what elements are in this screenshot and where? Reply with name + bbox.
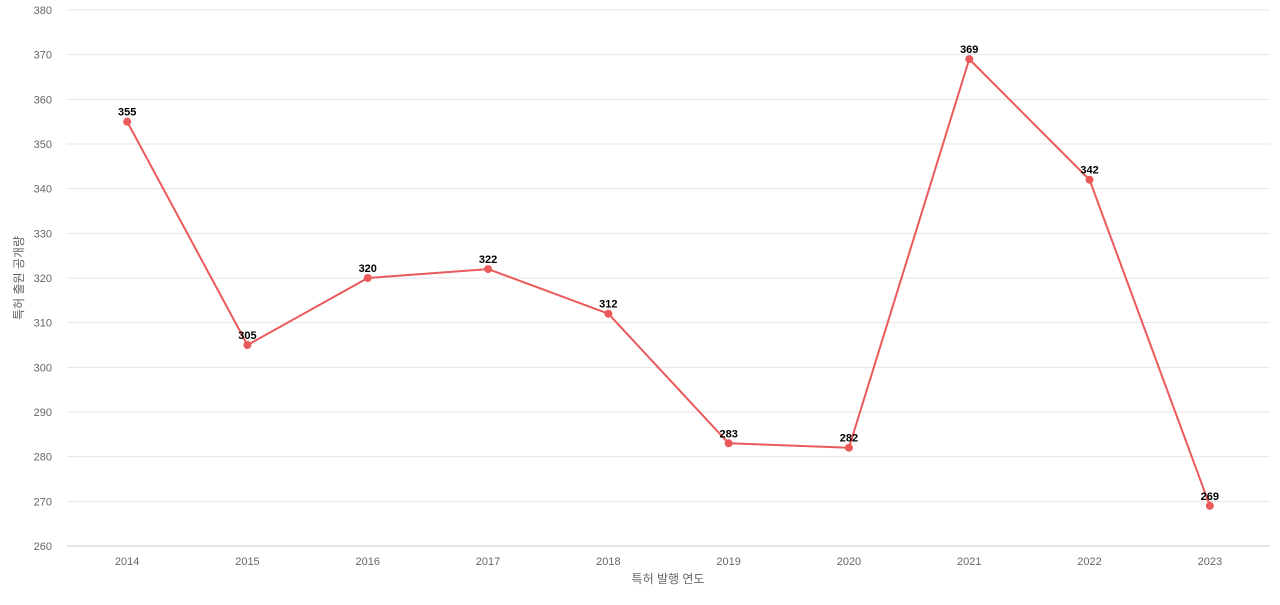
y-tick-label: 340 [34,184,52,196]
data-point [1085,175,1094,184]
y-tick-label: 380 [34,5,52,17]
y-tick-label: 320 [34,273,52,285]
data-point [484,265,493,274]
data-label: 355 [118,107,136,119]
x-tick-label: 2019 [716,556,740,568]
data-point [123,117,132,126]
x-tick-label: 2020 [837,556,861,568]
data-point [243,341,252,349]
x-tick-label: 2015 [235,556,259,568]
series-line [126,58,1211,507]
x-tick-label: 2023 [1198,556,1222,568]
data-labels: 355 305 320 322 312 283 282 369 342 269 [118,44,1219,503]
y-tick-label: 310 [34,318,52,330]
y-tick-labels: 260 270 280 290 300 310 320 330 340 350 360 370 380 [34,5,52,553]
x-tick-label: 2016 [356,556,380,568]
y-tick-label: 360 [34,94,52,106]
data-label: 320 [359,263,377,275]
data-point [604,309,613,318]
x-tick-label: 2018 [596,556,620,568]
data-points [123,55,1214,510]
data-point [363,274,372,282]
data-point [844,443,853,452]
grid-lines [67,9,1270,502]
y-tick-label: 270 [34,496,52,508]
data-label: 342 [1080,165,1098,177]
x-tick-label: 2017 [476,556,500,568]
y-tick-label: 370 [34,50,52,62]
x-tick-label: 2014 [115,556,139,568]
data-point [724,439,733,448]
y-tick-label: 350 [34,139,52,151]
data-label: 269 [1201,491,1219,503]
data-label: 305 [238,330,256,342]
x-tick-labels: 2014 2015 2016 2017 2018 2019 2020 2021 2022 2023 [115,556,1222,568]
data-label: 282 [840,433,858,445]
data-point [1205,501,1214,510]
y-tick-label: 290 [34,407,52,419]
y-axis-title: 특허 출원 공개량 [12,236,26,320]
x-tick-label: 2022 [1077,556,1101,568]
series-line-path [126,58,1211,507]
y-tick-label: 260 [34,541,52,553]
y-tick-label: 300 [34,362,52,374]
y-tick-label: 330 [34,228,52,240]
data-label: 312 [599,299,617,311]
y-tick-label: 280 [34,452,52,464]
data-label: 322 [479,254,497,266]
x-axis-title: 특허 발행 연도 [632,571,705,586]
data-label: 283 [719,428,737,440]
x-tick-label: 2021 [957,556,981,568]
data-label: 369 [960,44,978,56]
data-point [965,55,974,64]
